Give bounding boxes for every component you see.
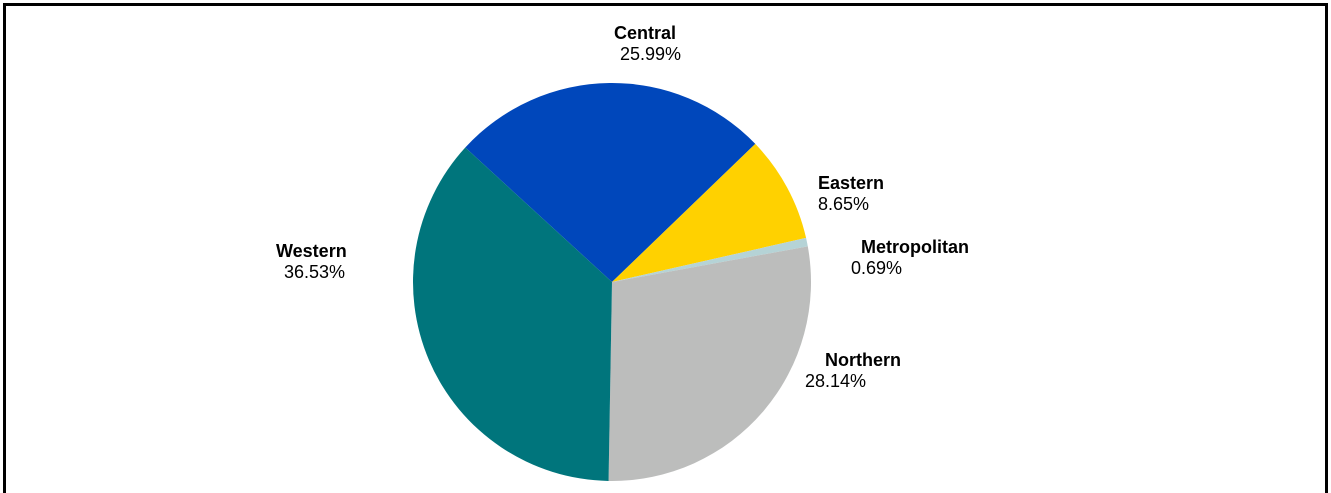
label-northern: Northern 28.14% — [805, 350, 901, 392]
label-central: Central 25.99% — [614, 23, 681, 65]
label-metropolitan-percent: 0.69% — [851, 258, 903, 278]
label-central-percent: 25.99% — [620, 44, 682, 64]
pie-slice-central — [465, 83, 756, 282]
pie-slice-northern — [608, 246, 812, 481]
label-eastern-name: Eastern — [818, 173, 885, 193]
pie-slice-western — [413, 147, 612, 481]
chart-frame — [3, 3, 1328, 493]
label-northern-percent: 28.14% — [805, 371, 867, 391]
label-western: Western 36.53% — [276, 241, 347, 283]
label-central-name: Central — [614, 23, 677, 43]
label-metropolitan-name: Metropolitan — [861, 237, 969, 257]
label-eastern-percent: 8.65% — [818, 194, 870, 214]
label-western-name: Western — [276, 241, 347, 261]
pie-slice-eastern — [612, 143, 807, 282]
label-metropolitan: Metropolitan 0.69% — [851, 237, 969, 279]
label-western-percent: 36.53% — [284, 262, 346, 282]
label-northern-name: Northern — [825, 350, 901, 370]
label-eastern: Eastern 8.65% — [818, 173, 884, 215]
pie-slice-metropolitan — [612, 237, 808, 282]
